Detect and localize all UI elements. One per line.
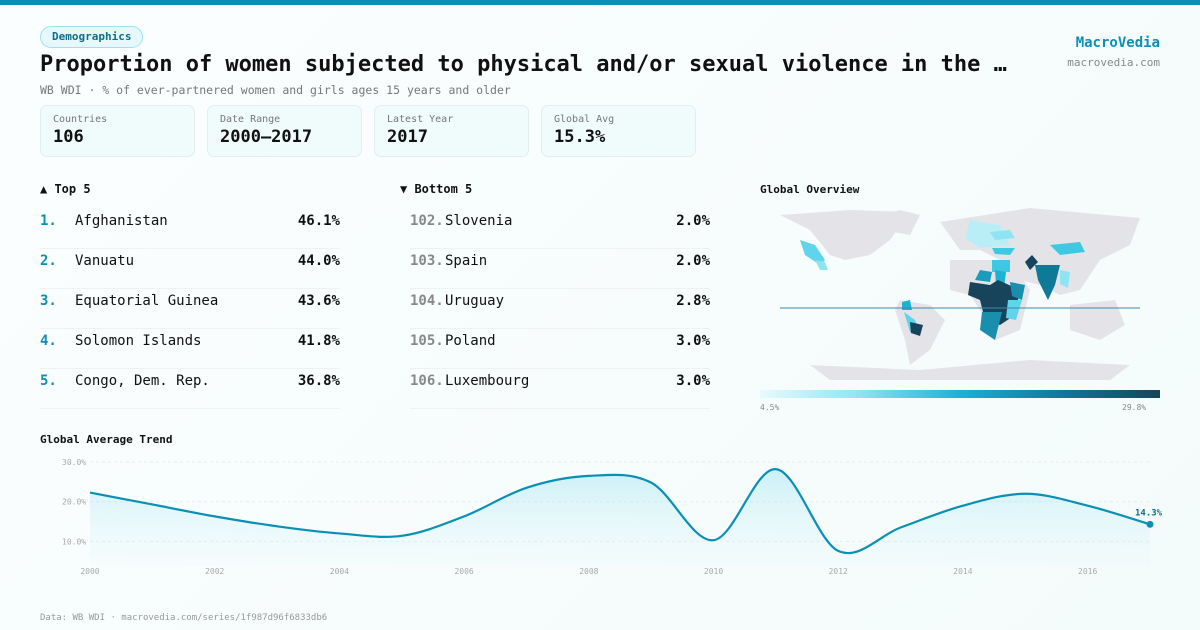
country-value: 41.8%: [297, 333, 340, 349]
stat-card-global-avg: Global Avg 15.3%: [541, 105, 696, 157]
page-subtitle: WB WDI · % of ever-partnered women and g…: [40, 83, 511, 97]
country-value: 36.8%: [297, 373, 340, 389]
country-name: Equatorial Guinea: [75, 293, 219, 309]
legend-max: 29.8%: [1122, 403, 1147, 412]
country-name: Vanuatu: [75, 253, 135, 269]
country-value: 3.0%: [676, 333, 710, 349]
stat-card-latest-year: Latest Year 2017: [374, 105, 529, 157]
brand-url[interactable]: macrovedia.com: [1067, 56, 1160, 69]
category-badge[interactable]: Demographics: [40, 26, 144, 48]
rank-number: 2.: [40, 253, 57, 269]
country-name: Solomon Islands: [75, 333, 202, 349]
stat-card-date-range: Date Range 2000–2017: [207, 105, 362, 157]
world-map[interactable]: [770, 200, 1160, 385]
footer-source: Data: WB WDI · macrovedia.com/series/1f9…: [40, 613, 328, 623]
land-nodata: [780, 208, 1140, 380]
rank-number: 102.: [410, 213, 444, 229]
rank-row[interactable]: 2. Vanuatu 44.0%: [40, 249, 340, 289]
rank-row[interactable]: 104.Uruguay 2.8%: [410, 289, 710, 329]
x-tick-label: 2012: [829, 567, 848, 576]
land-colored: [800, 220, 1085, 340]
stat-label: Date Range: [220, 114, 281, 125]
rank-number: 5.: [40, 373, 57, 389]
rank-number: 105.: [410, 333, 444, 349]
x-tick-label: 2014: [953, 567, 972, 576]
rank-number: 1.: [40, 213, 57, 229]
stat-label: Countries: [53, 114, 108, 125]
x-tick-label: 2002: [205, 567, 224, 576]
rank-row[interactable]: 5. Congo, Dem. Rep. 36.8%: [40, 369, 340, 409]
country-name: Spain: [445, 253, 488, 269]
rank-number: 106.: [410, 373, 444, 389]
chart-title: Global Average Trend: [40, 433, 173, 446]
country-value: 2.0%: [676, 253, 710, 269]
stat-label: Latest Year: [387, 114, 454, 125]
rank-number: 104.: [410, 293, 444, 309]
x-tick-label: 2008: [579, 567, 598, 576]
trend-area: [90, 469, 1150, 566]
y-tick-label: 20.0%: [62, 498, 86, 507]
country-name: Slovenia: [445, 213, 513, 229]
legend-min: 4.5%: [760, 403, 780, 412]
top-accent-bar: [0, 0, 1200, 5]
trend-chart: 30.0% 20.0% 10.0% 2000 2002 2004 2006 2008 2010 2…: [62, 458, 1163, 576]
x-tick-label: 2004: [330, 567, 349, 576]
map-heading: Global Overview: [760, 183, 860, 196]
color-legend-bar: [760, 390, 1160, 398]
country-name: Uruguay: [445, 293, 505, 309]
top5-heading: ▲ Top 5: [40, 182, 91, 196]
rank-row[interactable]: 106.Luxembourg 3.0%: [410, 369, 710, 409]
stat-value: 2000–2017: [220, 127, 313, 147]
last-point-marker[interactable]: [1146, 520, 1154, 528]
rank-number: 103.: [410, 253, 444, 269]
rank-row[interactable]: 103.Spain 2.0%: [410, 249, 710, 289]
country-value: 2.0%: [676, 213, 710, 229]
bottom5-heading: ▼ Bottom 5: [400, 182, 473, 196]
country-value: 43.6%: [297, 293, 340, 309]
stat-card-countries: Countries 106: [40, 105, 195, 157]
stat-label: Global Avg: [554, 114, 615, 125]
rank-row[interactable]: 4. Solomon Islands 41.8%: [40, 329, 340, 369]
country-name: Afghanistan: [75, 213, 168, 229]
stat-value: 15.3%: [554, 127, 606, 147]
stat-value: 106: [53, 127, 84, 147]
country-value: 2.8%: [676, 293, 710, 309]
stat-value: 2017: [387, 127, 428, 147]
country-value: 46.1%: [297, 213, 340, 229]
country-name: Luxembourg: [445, 373, 530, 389]
rank-number: 3.: [40, 293, 57, 309]
country-name: Poland: [445, 333, 496, 349]
rank-number: 4.: [40, 333, 57, 349]
y-tick-label: 30.0%: [62, 458, 86, 467]
country-value: 44.0%: [297, 253, 340, 269]
y-tick-label: 10.0%: [62, 537, 86, 546]
x-tick-label: 2006: [454, 567, 473, 576]
last-value-label: 14.3%: [1135, 508, 1163, 518]
x-tick-label: 2010: [704, 567, 723, 576]
page-title: Proportion of women subjected to physica…: [40, 52, 1007, 77]
country-name: Congo, Dem. Rep.: [75, 373, 210, 389]
rank-row[interactable]: 3. Equatorial Guinea 43.6%: [40, 289, 340, 329]
x-tick-label: 2016: [1078, 567, 1097, 576]
country-value: 3.0%: [676, 373, 710, 389]
rank-row[interactable]: 102.Slovenia 2.0%: [410, 209, 710, 249]
x-tick-label: 2000: [80, 567, 99, 576]
brand-logo[interactable]: MacroVedia: [1075, 35, 1160, 51]
rank-row[interactable]: 1. Afghanistan 46.1%: [40, 209, 340, 249]
rank-row[interactable]: 105.Poland 3.0%: [410, 329, 710, 369]
